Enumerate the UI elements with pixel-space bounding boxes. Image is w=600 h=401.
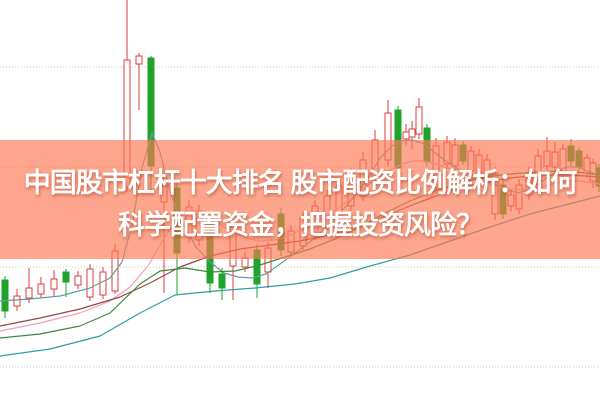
- candle-up: [37, 283, 45, 295]
- candle-up: [25, 287, 33, 299]
- candle-up: [99, 271, 107, 296]
- candle-up: [74, 275, 82, 286]
- candle-down: [1, 279, 9, 312]
- candle-up: [135, 55, 143, 65]
- candle-up: [241, 257, 249, 268]
- candle-down: [218, 273, 226, 289]
- candle-down: [62, 271, 70, 283]
- candle-up: [13, 295, 21, 307]
- candle-up: [86, 268, 94, 298]
- candle-up: [50, 278, 58, 290]
- candle-up: [415, 106, 423, 135]
- candle-up: [408, 128, 416, 138]
- banner-title-line1: 中国股市杠杆十大排名 股市配资比例解析：如何: [23, 168, 578, 198]
- candle-up: [402, 131, 410, 140]
- banner-title-line2: 科学配置资金，把握投资风险？: [118, 210, 483, 240]
- title-banner-overlay: 中国股市杠杆十大排名 股市配资比例解析：如何 科学配置资金，把握投资风险？: [0, 140, 600, 259]
